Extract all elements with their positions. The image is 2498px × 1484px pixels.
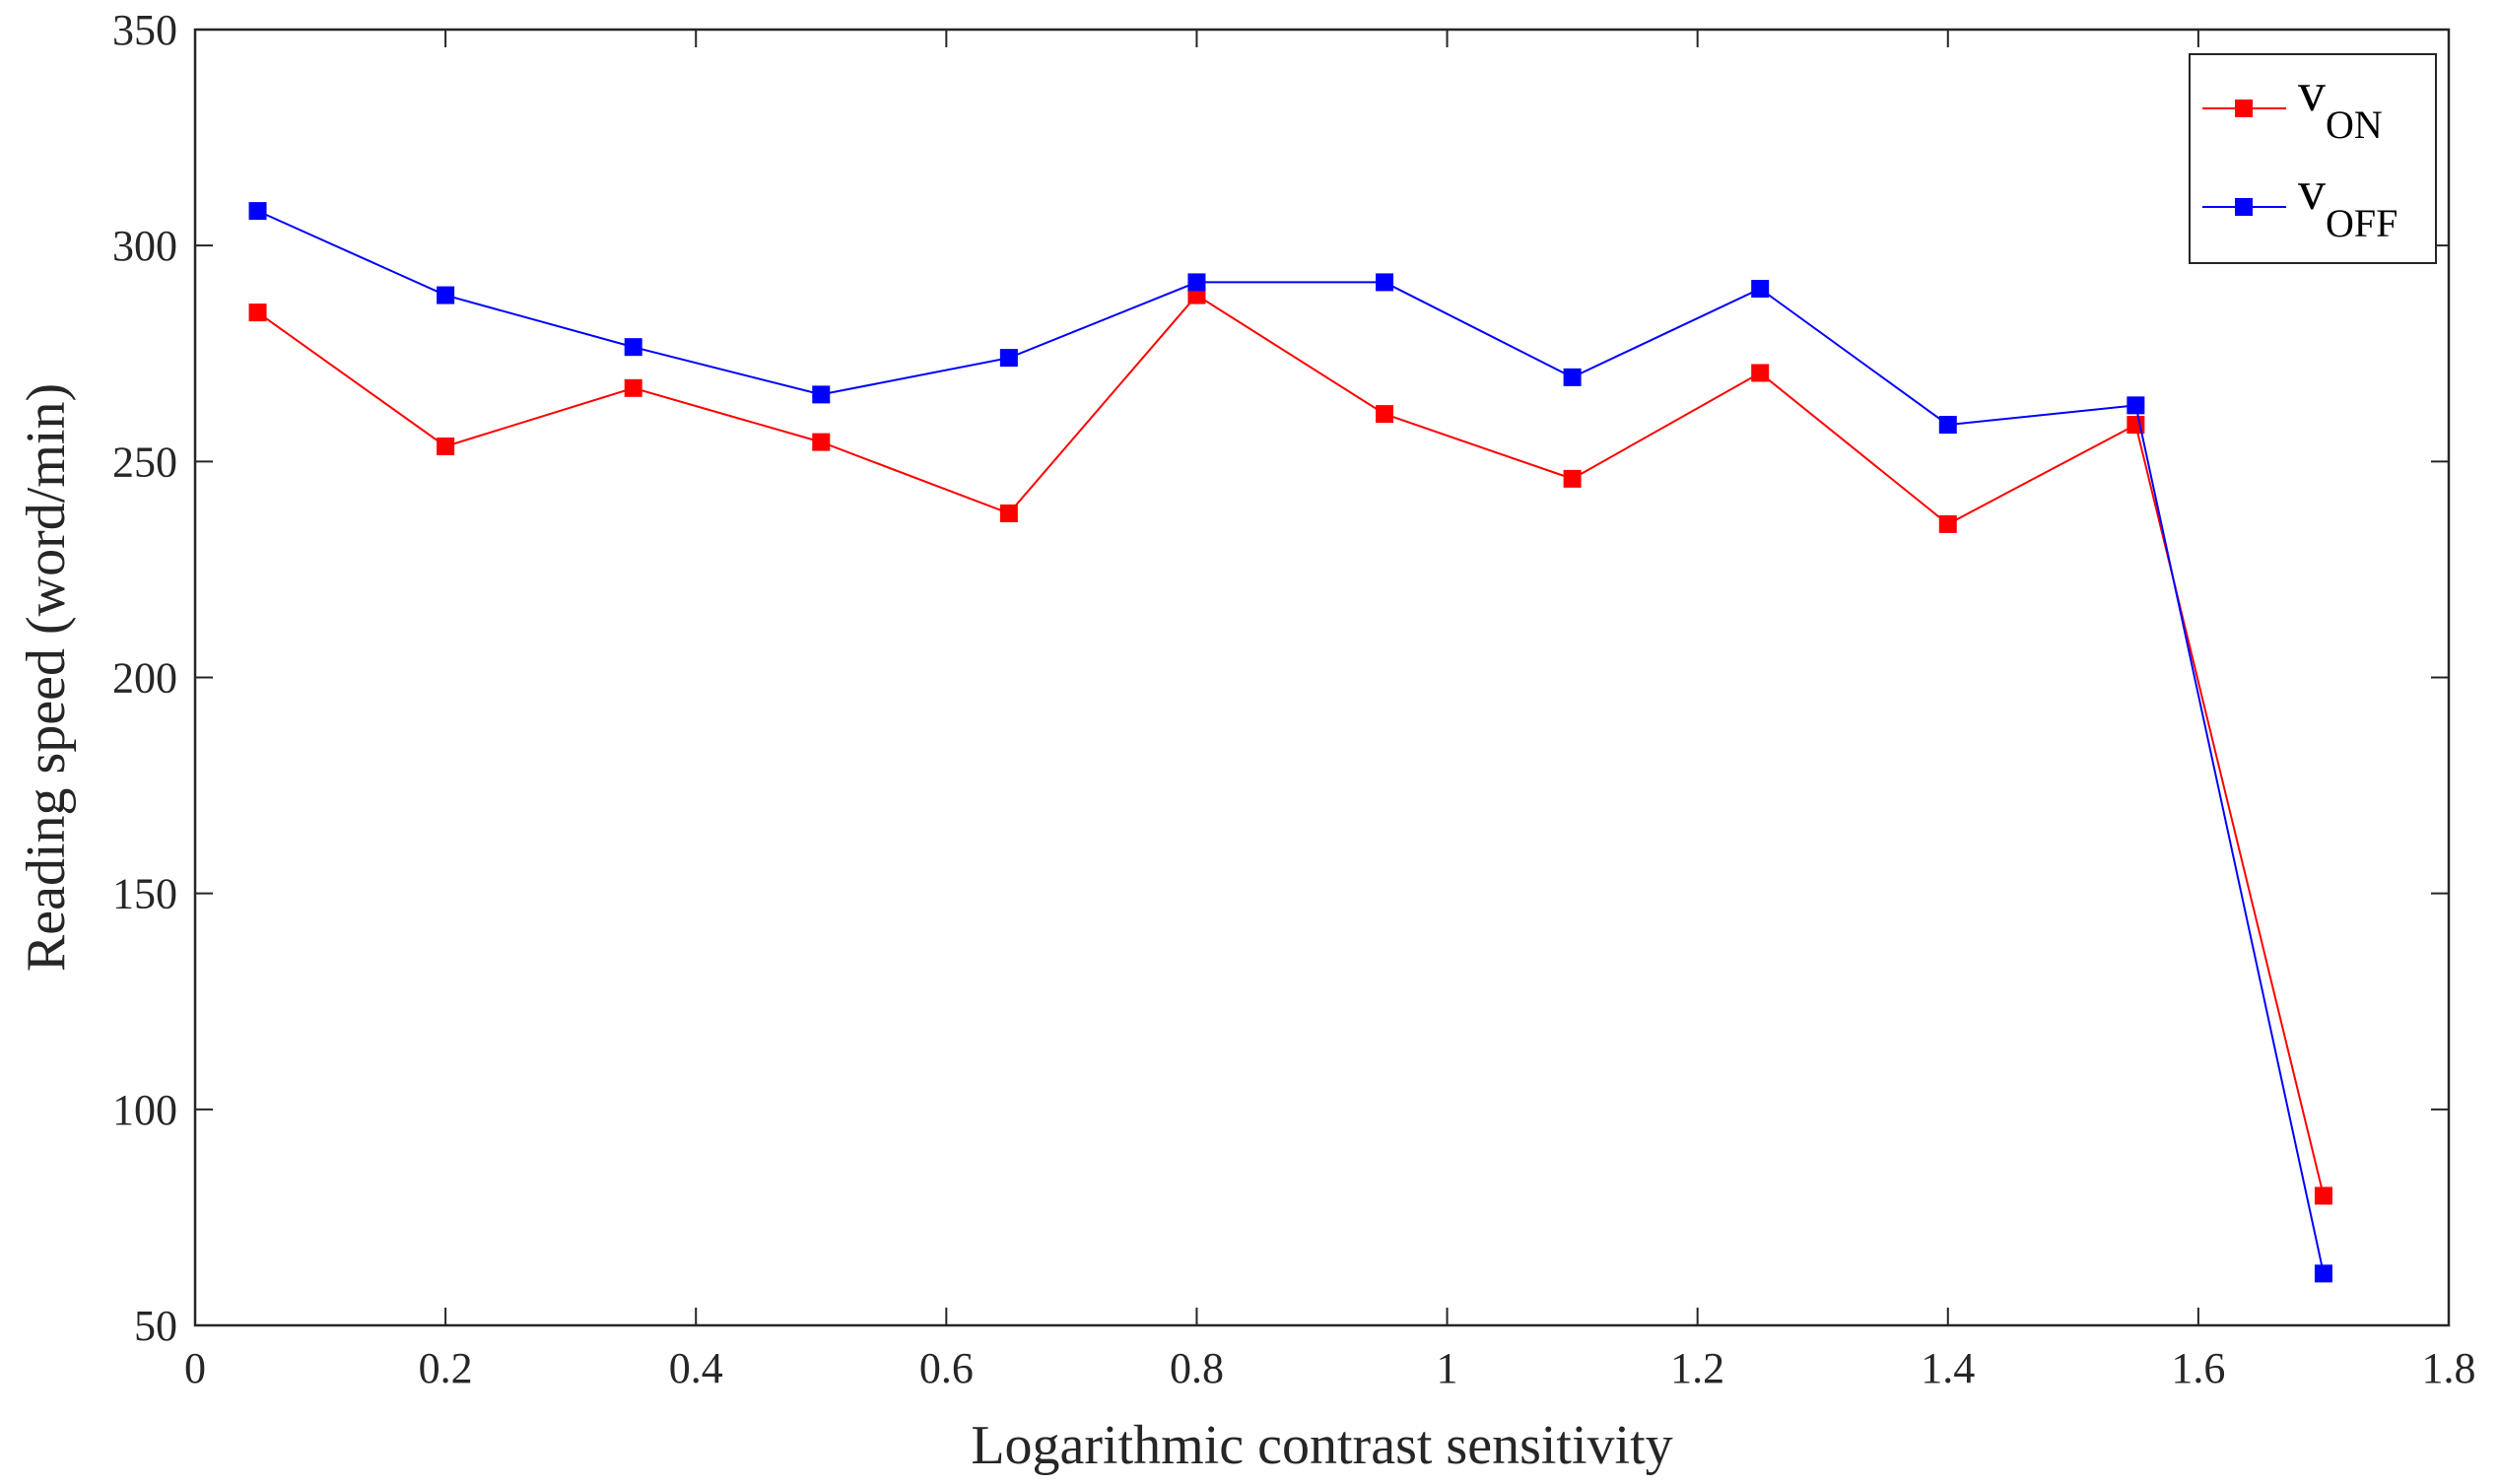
data-point <box>2314 1264 2332 1283</box>
series-line <box>256 294 2325 1196</box>
data-point <box>1563 368 1582 386</box>
data-point <box>2314 1186 2332 1205</box>
legend-label-subscript: OFF <box>2326 201 2397 245</box>
x-tick-label: 1 <box>1437 1344 1458 1392</box>
x-tick-label: 1.4 <box>1921 1344 1975 1392</box>
data-point <box>437 286 455 304</box>
x-tick-label: 1.2 <box>1670 1344 1724 1392</box>
legend-item-off: vOFF <box>2202 161 2397 245</box>
legend-label-main: v <box>2298 62 2326 123</box>
x-tick-label: 0.4 <box>669 1344 723 1392</box>
data-point <box>999 504 1018 522</box>
data-point <box>248 304 267 322</box>
data-point <box>248 202 267 221</box>
y-tick-label: 100 <box>112 1086 177 1134</box>
x-tick-label: 1.8 <box>2422 1344 2476 1392</box>
data-point <box>2127 396 2145 415</box>
data-point <box>812 433 831 451</box>
x-tick-label: 0.6 <box>919 1344 974 1392</box>
legend-marker <box>2235 198 2253 216</box>
y-tick-label: 300 <box>112 222 177 270</box>
axis-ticks <box>194 29 2450 1326</box>
x-axis-title: Logarithmic contrast sensitivity <box>971 1415 1672 1476</box>
data-point <box>1187 273 1206 292</box>
y-tick-label: 50 <box>134 1302 177 1350</box>
y-axis-title: Reading speed (word/min) <box>16 383 77 972</box>
data-point <box>437 437 455 455</box>
series-layer <box>248 202 2332 1283</box>
data-point <box>1751 364 1770 382</box>
data-point <box>1938 416 1957 435</box>
x-tick-label: 1.6 <box>2171 1344 2225 1392</box>
plot-frame <box>193 28 2451 1327</box>
y-tick-label: 200 <box>112 654 177 703</box>
data-point <box>624 378 642 397</box>
x-tick-label: 0 <box>184 1344 206 1392</box>
series-off <box>248 202 2332 1283</box>
data-point <box>1376 273 1394 292</box>
legend-item-on: vON <box>2202 62 2383 147</box>
y-tick-label: 250 <box>112 438 177 486</box>
legend-label-main: v <box>2298 161 2326 222</box>
x-tick-labels: 0 0.2 0.4 0.6 0.8 1 1.2 1.4 1.6 1.8 <box>184 1344 2476 1392</box>
legend-label-subscript: ON <box>2326 102 2383 147</box>
data-point <box>999 349 1018 368</box>
legend-marker <box>2235 100 2253 117</box>
series-line <box>257 210 2325 1274</box>
y-tick-label: 350 <box>112 6 177 54</box>
legend-label: vON <box>2298 62 2383 147</box>
x-tick-label: 0.8 <box>1170 1344 1224 1392</box>
y-tick-label: 150 <box>112 870 177 918</box>
data-point <box>1938 514 1957 533</box>
legend-label: vOFF <box>2298 161 2397 245</box>
data-point <box>1376 405 1394 424</box>
series-on <box>248 286 2332 1205</box>
data-point <box>1751 280 1770 298</box>
y-tick-labels: 50 100 150 200 250 300 350 <box>112 6 177 1350</box>
data-point <box>624 338 642 357</box>
data-point <box>812 385 831 404</box>
legend-box <box>2189 53 2437 264</box>
x-tick-label: 0.2 <box>419 1344 473 1392</box>
data-point <box>1563 469 1582 488</box>
